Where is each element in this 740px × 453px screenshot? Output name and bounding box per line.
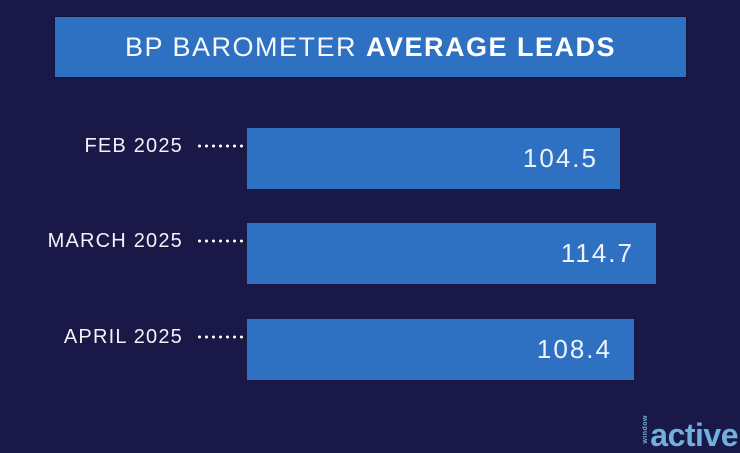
logo-text: active — [650, 417, 738, 453]
brand-logo: window active — [642, 415, 738, 453]
bar-value-feb: 104.5 — [522, 143, 598, 173]
bar-row-april-2025: APRIL 2025 108.4 — [0, 319, 740, 380]
bar-april-2025: 108.4 — [247, 319, 634, 380]
bar-value-march: 114.7 — [560, 238, 634, 268]
bar-value-april: 108.4 — [536, 334, 612, 364]
bar-row-march-2025: MARCH 2025 114.7 — [0, 223, 740, 284]
title-bold-text: AVERAGE LEADS — [366, 31, 617, 62]
dotted-connector-icon — [196, 335, 268, 339]
title-banner: BP BAROMETER AVERAGE LEADS — [55, 17, 686, 77]
bar-row-feb-2025: FEB 2025 104.5 — [0, 128, 740, 189]
title-regular-text: BP BAROMETER — [124, 31, 358, 62]
bar-feb-2025: 104.5 — [247, 128, 620, 189]
logo-vertical-text: window — [642, 415, 650, 444]
bar-march-2025: 114.7 — [247, 223, 656, 284]
category-label-feb: FEB 2025 — [84, 135, 183, 157]
dotted-connector-icon — [196, 239, 268, 243]
dotted-connector-icon — [196, 144, 268, 148]
category-label-march: MARCH 2025 — [47, 230, 183, 252]
category-label-april: APRIL 2025 — [63, 326, 183, 348]
